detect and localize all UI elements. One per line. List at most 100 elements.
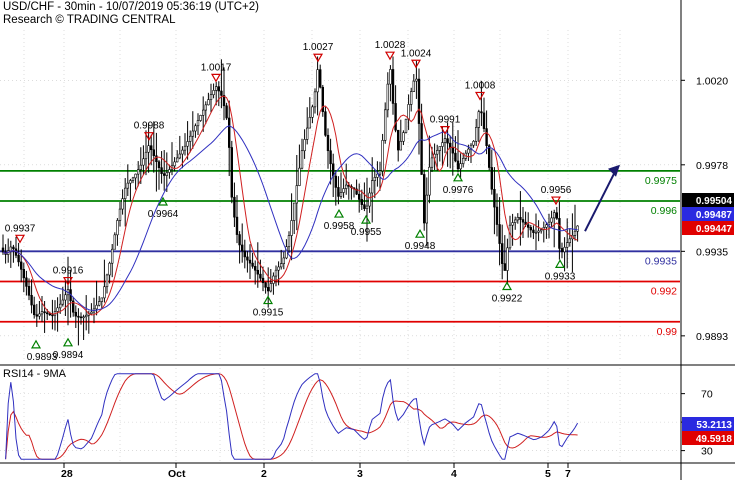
candle-body — [495, 206, 499, 225]
candle-body — [461, 158, 465, 164]
price-box — [682, 221, 734, 235]
candle-body — [498, 224, 501, 244]
candle-body — [22, 269, 25, 279]
candle-body — [451, 147, 454, 154]
candle-body — [324, 111, 327, 136]
low-marker-icon — [262, 295, 274, 305]
candle-body — [277, 266, 280, 271]
high-marker-icon — [474, 91, 486, 101]
candle-body — [103, 286, 106, 299]
candle-body — [90, 311, 93, 314]
candle-body — [357, 193, 361, 200]
low-marker-icon — [414, 228, 426, 238]
candle-body — [64, 294, 67, 301]
candle-body — [217, 86, 220, 92]
candle-body — [82, 316, 85, 319]
x-tick-label: 2 — [261, 468, 267, 480]
candle-body — [360, 199, 363, 205]
candle-body — [202, 109, 205, 116]
price-box-label: 0.99447 — [696, 224, 733, 235]
candle-body — [459, 163, 462, 170]
candle-body — [290, 220, 293, 236]
ma-fast-line — [2, 95, 578, 316]
candle-body — [282, 257, 285, 264]
candle-body — [305, 127, 309, 140]
high-marker-icon — [384, 51, 396, 61]
candle-body — [235, 216, 239, 235]
high-marker-icon — [210, 73, 222, 83]
y-tick-label: 1.0020 — [696, 75, 728, 87]
candle-body — [326, 134, 330, 152]
candle-body — [85, 314, 88, 318]
x-tick-label: 5 — [545, 468, 551, 480]
candle-body — [389, 69, 392, 85]
candle-body — [404, 118, 408, 133]
candle-body — [124, 187, 127, 199]
candle-body — [152, 149, 155, 157]
high-marker-icon — [62, 276, 74, 286]
level-label: 0.9975 — [645, 175, 677, 187]
candle-body — [363, 204, 366, 209]
high-label: 0.9991 — [430, 115, 461, 126]
candle-body — [532, 229, 535, 233]
candle-body — [230, 147, 233, 198]
candle-body — [329, 150, 332, 165]
candle-body — [269, 283, 272, 292]
high-marker-icon — [143, 132, 155, 141]
candle-body — [51, 314, 54, 317]
candle-body — [207, 99, 210, 106]
ma-slow-line — [2, 125, 578, 312]
candle-body — [35, 314, 39, 317]
low-label: 0.9915 — [253, 308, 284, 319]
candle-body — [209, 94, 213, 100]
candle-body — [45, 312, 49, 315]
candle-body — [550, 217, 553, 223]
candle-body — [386, 83, 389, 111]
candle-body — [321, 86, 324, 112]
high-marker-icon — [410, 59, 422, 69]
candle-body — [228, 117, 231, 148]
high-label: 1.0024 — [401, 48, 432, 59]
candle-body — [555, 212, 559, 219]
high-label: 1.0028 — [375, 40, 406, 51]
candle-body — [298, 167, 301, 186]
candle-body — [259, 273, 262, 279]
candle-body — [402, 132, 405, 142]
candle-body — [311, 106, 314, 118]
candle-body — [303, 139, 306, 152]
candle-body — [95, 304, 98, 310]
low-label: 0.9922 — [492, 293, 523, 304]
candle-body — [558, 218, 561, 249]
candle-body — [477, 111, 480, 128]
chart-title: USD/CHF - 30min - 10/07/2019 05:36:19 (U… — [3, 1, 259, 13]
low-marker-icon — [62, 337, 74, 347]
low-label: 0.9955 — [351, 227, 382, 238]
candle-body — [487, 145, 491, 168]
candle-body — [383, 109, 387, 141]
candle-body — [308, 117, 311, 129]
candle-body — [376, 173, 379, 178]
low-marker-icon — [157, 196, 169, 206]
candle-body — [355, 188, 358, 195]
candle-body — [334, 175, 337, 188]
candle-body — [480, 111, 483, 114]
candle-body — [17, 255, 20, 263]
high-marker-icon — [14, 234, 26, 244]
rsi-tick-label: 30 — [701, 446, 713, 458]
candle-body — [508, 224, 512, 249]
candle-body — [441, 142, 444, 147]
candle-body — [295, 185, 298, 204]
forecast-arrow-line — [584, 169, 617, 232]
candle-body — [370, 180, 374, 194]
candle-body — [407, 104, 410, 120]
candle-body — [456, 160, 460, 170]
low-marker-icon — [360, 214, 372, 224]
candle-body — [391, 69, 395, 104]
candle-body — [545, 224, 548, 228]
x-tick-label: 3 — [357, 468, 363, 480]
candle-body — [428, 166, 431, 196]
candle-body — [420, 123, 423, 175]
low-label: 0.9976 — [443, 185, 474, 196]
x-tick-label: 4 — [451, 468, 457, 480]
